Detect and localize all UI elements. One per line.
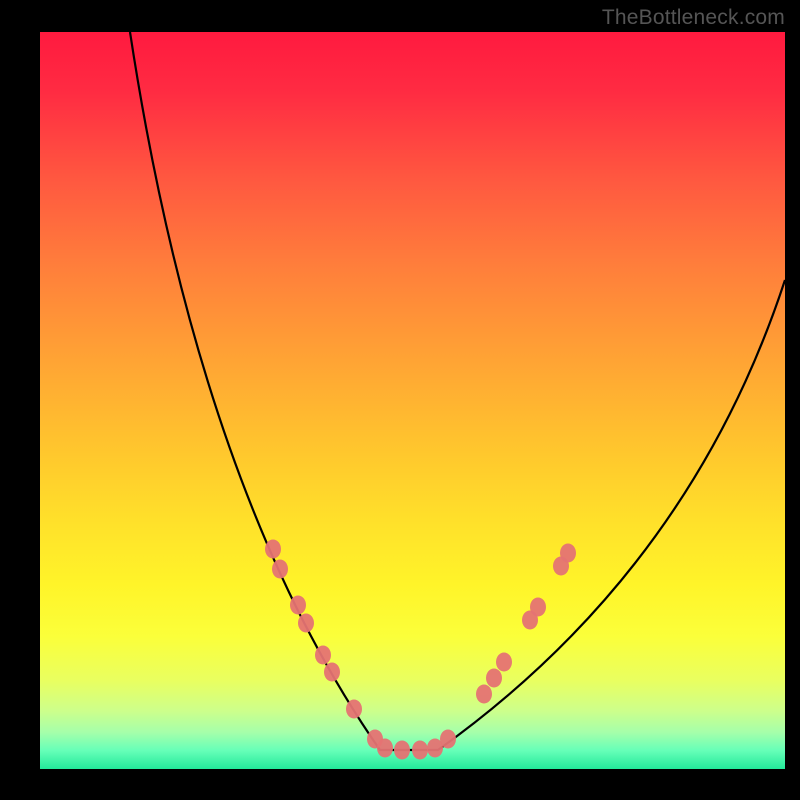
data-marker xyxy=(346,700,362,719)
bottleneck-curve xyxy=(130,32,785,750)
curve-layer xyxy=(40,32,785,769)
data-marker xyxy=(324,663,340,682)
data-marker xyxy=(412,741,428,760)
data-marker xyxy=(530,598,546,617)
data-marker xyxy=(476,685,492,704)
data-marker xyxy=(560,544,576,563)
data-marker xyxy=(315,646,331,665)
data-marker xyxy=(298,614,314,633)
data-marker xyxy=(394,741,410,760)
chart-container: TheBottleneck.com xyxy=(0,0,800,800)
watermark-text: TheBottleneck.com xyxy=(602,6,785,30)
data-marker xyxy=(272,560,288,579)
data-marker xyxy=(496,653,512,672)
data-marker xyxy=(265,540,281,559)
data-marker xyxy=(440,730,456,749)
data-marker xyxy=(486,669,502,688)
data-marker xyxy=(290,596,306,615)
data-marker xyxy=(377,739,393,758)
